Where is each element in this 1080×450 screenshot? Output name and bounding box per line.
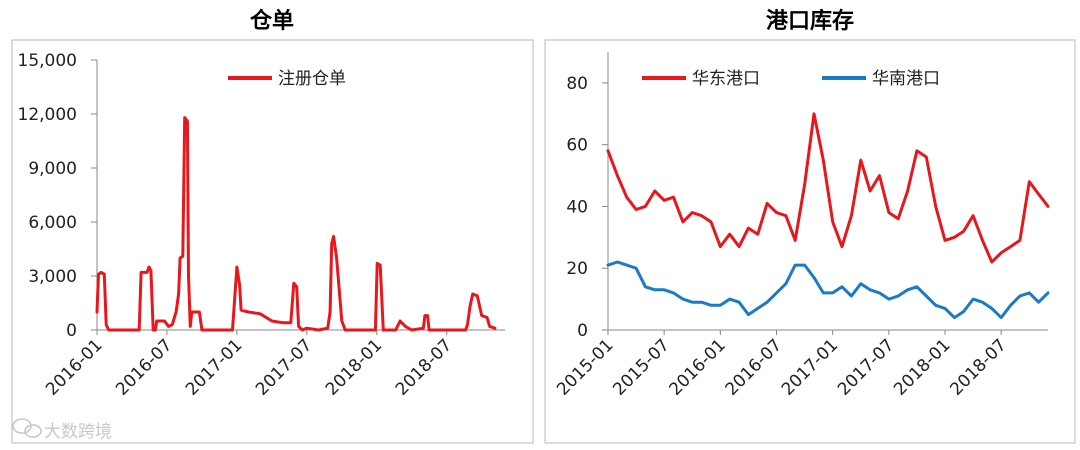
chart-frame [11, 39, 534, 444]
x-tick-label: 2018-01 [890, 335, 954, 399]
watermark: 大数跨境 [12, 418, 112, 442]
x-tick-label: 2018-07 [392, 335, 456, 399]
legend: 注册仓单 [228, 69, 346, 89]
y-tick-label: 0 [66, 321, 77, 341]
x-tick-label: 2015-01 [553, 335, 617, 399]
x-tick-label: 2016-07 [112, 335, 176, 399]
y-tick-label: 15,000 [18, 51, 77, 71]
chart-title: 港口库存 [766, 8, 854, 34]
series-lines [606, 112, 1050, 320]
y-tick-label: 60 [566, 136, 588, 156]
x-tick-label: 2016-01 [666, 335, 730, 399]
series-line-2 [606, 260, 1050, 320]
legend: 华东港口 华南港口 [642, 69, 940, 89]
legend-label: 华东港口 [692, 69, 760, 89]
legend-label: 华南港口 [872, 69, 940, 89]
y-tick-labels: 0 3,000 6,000 9,000 12,000 15,000 [18, 51, 97, 341]
watermark-text: 大数跨境 [44, 422, 112, 442]
x-tick-label: 2018-01 [322, 335, 386, 399]
y-tick-label: 6,000 [28, 213, 77, 233]
legend-label: 注册仓单 [278, 69, 346, 89]
port-inventory-chart: 港口库存 0 20 40 60 80 2015-012015-072016-012016… [544, 8, 1076, 444]
x-tick-label: 2017-07 [252, 335, 316, 399]
series-line-1 [606, 112, 1050, 264]
y-tick-label: 12,000 [18, 105, 77, 125]
chart-title: 仓单 [249, 8, 294, 34]
x-tick-label: 2017-07 [834, 335, 898, 399]
x-tick-label: 2018-07 [946, 335, 1010, 399]
y-tick-label: 0 [577, 321, 588, 341]
x-tick-label: 2016-07 [722, 335, 786, 399]
series-lines [95, 116, 497, 332]
y-tick-labels: 0 20 40 60 80 [566, 74, 608, 341]
chart-frame [544, 39, 1076, 444]
wechat-logo-icon [12, 418, 42, 438]
y-tick-label: 20 [566, 259, 588, 279]
x-tick-labels: 2015-012015-072016-012016-072017-012017-… [553, 330, 1011, 400]
x-tick-label: 2015-07 [609, 335, 673, 399]
series-line-1 [95, 116, 497, 332]
x-tick-label: 2017-01 [778, 335, 842, 399]
y-tick-label: 3,000 [28, 267, 77, 287]
x-tick-labels: 2016-01 2016-07 2017-01 2017-07 2018-01 2018-… [42, 330, 456, 400]
y-tick-label: 40 [566, 197, 588, 217]
x-tick-label: 2016-01 [42, 335, 106, 399]
x-tick-label: 2017-01 [182, 335, 246, 399]
y-tick-label: 9,000 [28, 159, 77, 179]
y-tick-label: 80 [566, 74, 588, 94]
